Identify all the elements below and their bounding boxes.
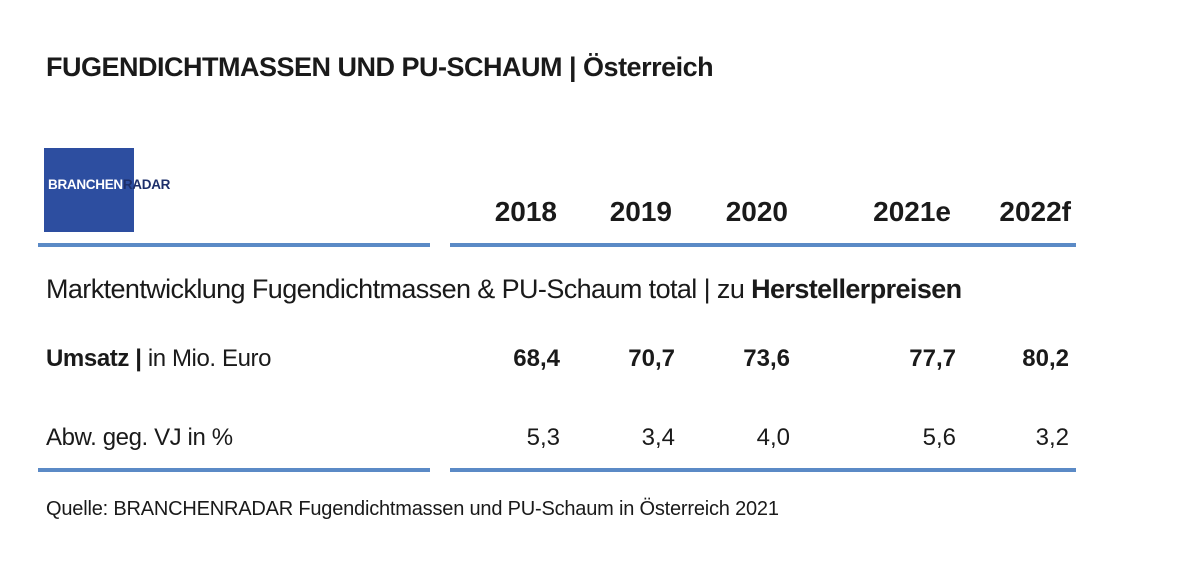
subtitle-prefix: Marktentwicklung Fugendichtmassen & PU-S… bbox=[46, 274, 752, 304]
chart-title: FUGENDICHTMASSEN UND PU-SCHAUM | Österre… bbox=[46, 52, 714, 82]
cell-umsatz-2022f: 80,2 bbox=[1022, 345, 1069, 372]
cell-abw-2018: 5,3 bbox=[526, 424, 560, 451]
source-note: Quelle: BRANCHENRADAR Fugendichtmassen u… bbox=[46, 498, 779, 520]
logo-text-part1: BRANCHEN bbox=[48, 177, 123, 192]
row-label-umsatz-bold: Umsatz | bbox=[46, 345, 142, 372]
row-label-abweichung: Abw. geg. VJ in % bbox=[46, 424, 233, 452]
cell-abw-2019: 3,4 bbox=[641, 424, 675, 451]
row-label-umsatz-rest: in Mio. Euro bbox=[141, 345, 272, 372]
logo-text-part2: RADAR bbox=[122, 177, 171, 192]
header-rule-right bbox=[450, 243, 1076, 247]
year-header-2018: 2018 bbox=[494, 196, 557, 227]
year-header-2020: 2020 bbox=[725, 196, 788, 227]
cell-umsatz-2018: 68,4 bbox=[513, 345, 560, 372]
cell-abw-2021e: 5,6 bbox=[922, 424, 956, 451]
year-header-2019: 2019 bbox=[609, 196, 672, 227]
year-header-2021e: 2021e bbox=[873, 196, 951, 227]
section-subtitle: Marktentwicklung Fugendichtmassen & PU-S… bbox=[46, 274, 962, 305]
subtitle-emphasis: Herstellerpreisen bbox=[751, 274, 962, 304]
footer-rule-left bbox=[38, 468, 430, 472]
row-label-abweichung-rest: Abw. geg. VJ in % bbox=[46, 424, 233, 451]
row-label-umsatz: Umsatz | in Mio. Euro bbox=[46, 345, 271, 373]
cell-abw-2022f: 3,2 bbox=[1035, 424, 1069, 451]
footer-rule-right bbox=[450, 468, 1076, 472]
cell-abw-2020: 4,0 bbox=[756, 424, 790, 451]
year-header-2022f: 2022f bbox=[999, 196, 1071, 227]
cell-umsatz-2019: 70,7 bbox=[628, 345, 675, 372]
logo-text: BRANCHENRADAR bbox=[48, 177, 170, 192]
cell-umsatz-2021e: 77,7 bbox=[909, 345, 956, 372]
branchenradar-logo bbox=[44, 148, 134, 232]
header-rule-left bbox=[38, 243, 430, 247]
cell-umsatz-2020: 73,6 bbox=[743, 345, 790, 372]
